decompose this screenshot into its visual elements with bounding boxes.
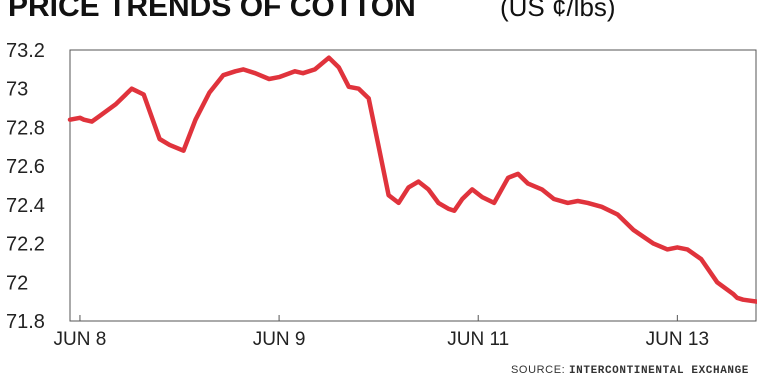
y-tick-label: 72	[6, 272, 28, 294]
y-tick-label: 72.4	[6, 195, 45, 217]
x-tick-label: JUN 13	[646, 329, 709, 350]
source-name: INTERCONTINENTAL EXCHANGE	[568, 365, 749, 377]
price-series-line	[67, 55, 757, 304]
y-tick-label: 72.6	[6, 156, 45, 178]
source-credit: SOURCE: INTERCONTINENTAL EXCHANGE	[511, 364, 749, 377]
y-tick-label: 72.2	[6, 234, 45, 256]
y-axis-ticks: 73.2 73 72.8 72.6 72.4 72.2 72 71.8	[6, 40, 45, 333]
x-tick-label: JUN 9	[253, 329, 306, 350]
x-axis-ticks: JUN 8 JUN 9 JUN 11 JUN 13	[54, 315, 709, 350]
y-tick-label: 71.8	[6, 311, 45, 333]
y-tick-label: 72.8	[6, 117, 45, 139]
source-label: SOURCE:	[510, 364, 566, 376]
x-tick-label: JUN 8	[54, 329, 107, 350]
chart-title: PRICE TRENDS OF COTTON	[8, 0, 416, 23]
y-tick-label: 73.2	[6, 40, 45, 62]
plot-area-frame	[69, 49, 757, 322]
x-tick-label: JUN 11	[447, 329, 509, 350]
y-tick-label: 73	[6, 79, 28, 101]
chart-subtitle: (US ¢/lbs)	[500, 0, 616, 22]
